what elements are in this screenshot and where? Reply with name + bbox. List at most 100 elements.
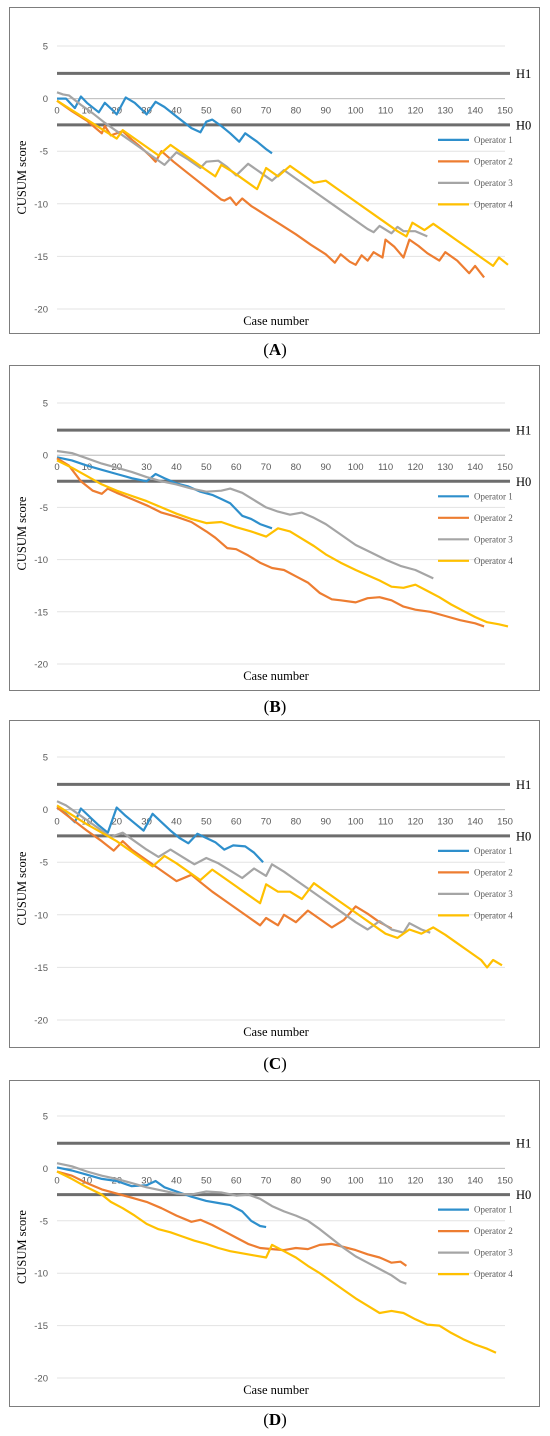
x-tick-label: 110 <box>378 817 393 828</box>
x-tick-label: 40 <box>171 462 182 473</box>
y-tick-label: -10 <box>34 1269 48 1280</box>
x-tick-label: 130 <box>437 1175 453 1186</box>
x-tick-label: 60 <box>231 817 242 828</box>
y-tick-label: -20 <box>34 1016 48 1027</box>
x-tick-label: 100 <box>348 817 364 828</box>
series-line-operator-1 <box>56 806 264 863</box>
legend-label-operator-1: Operator 1 <box>474 135 513 145</box>
x-tick-label: 10 <box>82 817 93 828</box>
reference-label-h0: H0 <box>516 118 531 132</box>
reference-label-h0: H0 <box>516 829 531 843</box>
x-tick-label: 0 <box>54 462 59 473</box>
series-line-operator-4 <box>56 1170 497 1354</box>
series-line-operator-1 <box>56 1166 267 1229</box>
series-line-operator-1 <box>57 95 273 155</box>
x-tick-label: 50 <box>201 106 212 117</box>
y-tick-label: 5 <box>43 42 48 53</box>
series-line-operator-3 <box>56 1162 407 1285</box>
x-tick-label: 90 <box>321 106 332 117</box>
y-axis-title: CUSUM score <box>15 140 29 214</box>
chart-frame-c <box>9 720 540 1048</box>
legend-label-operator-2: Operator 2 <box>474 156 513 166</box>
y-tick-label: 5 <box>43 1112 48 1123</box>
reference-label-h1: H1 <box>516 778 531 792</box>
x-tick-label: 110 <box>378 462 393 473</box>
x-tick-label: 130 <box>437 817 453 828</box>
legend-label-operator-4: Operator 4 <box>474 910 513 920</box>
series-line-operator-2 <box>56 99 485 279</box>
y-tick-label: -10 <box>34 199 48 210</box>
x-tick-label: 40 <box>171 106 182 117</box>
y-tick-label: -5 <box>40 858 48 869</box>
panel-a: 5 0 -5 -10 -15 -20 0 10 20 30 40 50 60 70 80 90 100 110 12… <box>0 0 550 360</box>
x-tick-label: 70 <box>261 462 272 473</box>
x-tick-label: 90 <box>321 462 332 473</box>
x-tick-label: 70 <box>261 106 272 117</box>
y-tick-label: 0 <box>43 1164 48 1175</box>
reference-label-h0: H0 <box>516 475 531 489</box>
x-tick-label: 120 <box>407 106 423 117</box>
x-tick-label: 70 <box>261 1175 272 1186</box>
panel-d: (D) <box>0 1078 550 1436</box>
panel-label-a: (A) <box>263 340 287 359</box>
y-axis-title: CUSUM score <box>15 1210 29 1284</box>
y-tick-label: 0 <box>43 94 48 105</box>
x-tick-label: 30 <box>141 106 152 117</box>
panel-label-d: (D) <box>263 1410 287 1429</box>
panel-label-b: (B) <box>263 697 287 716</box>
y-tick-label: -15 <box>34 607 48 618</box>
legend-label-operator-3: Operator 3 <box>474 1248 513 1258</box>
x-tick-label: 50 <box>201 817 212 828</box>
series-line-operator-2 <box>56 1170 408 1267</box>
x-tick-label: 140 <box>467 106 483 117</box>
y-tick-label: 5 <box>43 399 48 410</box>
series-line-operator-3 <box>56 449 434 580</box>
reference-label-h1: H1 <box>516 1137 531 1151</box>
x-tick-label: 30 <box>141 817 152 828</box>
x-axis-title: Case number <box>243 669 309 683</box>
x-tick-label: 60 <box>231 1175 242 1186</box>
legend-label-operator-4: Operator 4 <box>474 1269 513 1279</box>
series-line-operator-3 <box>56 91 428 238</box>
y-tick-label: -5 <box>40 1216 48 1227</box>
x-tick-label: 100 <box>348 462 364 473</box>
y-tick-label: -20 <box>34 1374 48 1385</box>
x-axis-title: Case number <box>243 314 309 328</box>
x-tick-label: 20 <box>111 106 122 117</box>
x-tick-label: 150 <box>497 817 513 828</box>
x-tick-label: 150 <box>497 1175 513 1186</box>
x-tick-label: 80 <box>291 1175 302 1186</box>
x-tick-label: 70 <box>261 817 272 828</box>
x-tick-label: 120 <box>407 1175 423 1186</box>
legend-label-operator-1: Operator 1 <box>474 1205 513 1215</box>
x-tick-label: 0 <box>54 817 59 828</box>
y-tick-label: -20 <box>34 305 48 316</box>
legend-label-operator-1: Operator 1 <box>474 846 513 856</box>
x-tick-label: 130 <box>437 106 453 117</box>
x-tick-label: 110 <box>378 106 393 117</box>
chart-a: 50-5-10-15-200 10 20 30 40 50 60 70 80 90 100 110 12… <box>15 42 531 329</box>
chart-frame-b <box>9 365 540 691</box>
x-tick-label: 0 <box>54 1175 59 1186</box>
x-tick-label: 10 <box>82 106 93 117</box>
y-axis-title: CUSUM score <box>15 496 29 570</box>
x-axis-title: Case number <box>243 1025 309 1039</box>
x-tick-label: 10 <box>82 462 93 473</box>
x-tick-label: 50 <box>201 462 212 473</box>
y-tick-label: -20 <box>34 660 48 671</box>
y-tick-label: 0 <box>43 805 48 816</box>
legend-label-operator-3: Operator 3 <box>474 178 513 188</box>
panel-b: (B) <box>0 360 550 718</box>
legend-label-operator-4: Operator 4 <box>474 556 513 566</box>
legend-label-operator-2: Operator 2 <box>474 1226 513 1236</box>
x-tick-label: 140 <box>467 462 483 473</box>
x-tick-label: 30 <box>141 462 152 473</box>
series-line-operator-4 <box>56 459 509 628</box>
x-tick-label: 0 <box>54 106 59 117</box>
x-tick-label: 90 <box>321 1175 332 1186</box>
x-tick-label: 50 <box>201 1175 212 1186</box>
y-tick-label: -5 <box>40 503 48 514</box>
